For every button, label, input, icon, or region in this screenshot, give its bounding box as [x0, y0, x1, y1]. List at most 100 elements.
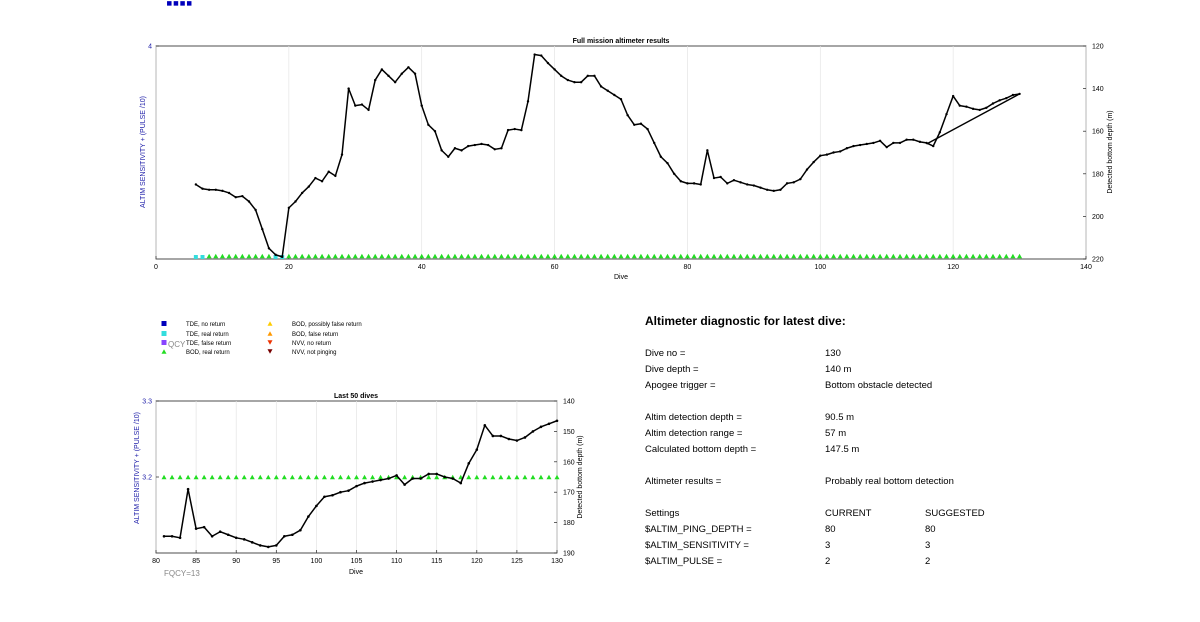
top-bod-real-marker-63: [638, 253, 644, 259]
top-bod-real-marker-36: [459, 253, 465, 259]
top-bod-real-marker-29: [412, 253, 418, 259]
top-depth-point-103: [878, 139, 882, 142]
top-bod-real-marker-30: [419, 253, 425, 259]
top-depth-point-64: [619, 98, 623, 101]
bot-bod-real-marker-13: [265, 474, 271, 480]
top-bod-real-marker-101: [890, 253, 896, 259]
top-tde-real-marker-1: [200, 255, 205, 259]
top-bod-real-marker-108: [937, 253, 943, 259]
top-bod-real-marker-70: [684, 253, 690, 259]
top-chart-ylabel: ALTIM SENSITIVITY + (PULSE /10): [140, 96, 147, 208]
legend-label-2: TDE, real return: [186, 332, 229, 338]
top-depth-point-113: [945, 112, 948, 116]
last-50-dives-chart: 80 85 90 95 100 105 110 115 120 125 130 1401501601…: [134, 393, 584, 576]
top-depth-point-46: [500, 147, 503, 150]
top-depth-point-70: [659, 155, 663, 158]
top-depth-point-57: [573, 81, 576, 84]
bottom-chart-xlabel: Dive: [349, 569, 363, 576]
top-bod-real-marker-80: [751, 253, 757, 259]
top-depth-point-104: [885, 145, 888, 149]
top-depth-point-10: [261, 227, 264, 231]
top-bod-real-marker-84: [777, 253, 783, 259]
top-depth-point-50: [526, 100, 530, 103]
top-bod-real-marker-90: [817, 253, 823, 259]
top-depth-point-59: [586, 74, 589, 78]
top-depth-point-92: [805, 168, 809, 171]
top-bod-real-marker-116: [990, 253, 996, 259]
top-bod-real-marker-58: [605, 253, 611, 259]
top-depth-point-112: [938, 131, 942, 134]
top-depth-point-83: [746, 183, 749, 186]
top-bod-real-marker-38: [472, 253, 478, 259]
top-depth-point-65: [626, 114, 629, 117]
bottom-chart-depth-line: [162, 419, 559, 549]
top-ytick-label-0: 4: [148, 44, 152, 51]
top-depth-point-114: [951, 94, 955, 98]
top-bod-real-marker-106: [924, 253, 930, 259]
legend-label-3: BOD, false return: [292, 332, 338, 338]
top-depth-point-6: [234, 196, 237, 199]
bot-bod-real-marker-22: [337, 474, 343, 480]
legend-marker-7: [267, 349, 273, 354]
bot-bod-real-marker-34: [434, 474, 440, 480]
setting-pulse-suggested: 2: [925, 556, 931, 567]
top-bod-real-marker-115: [983, 253, 989, 259]
setting-pulse-current: 2: [825, 556, 831, 567]
bot-depth-point-24: [355, 484, 358, 488]
diag-altimeter-results-label: Altimeter results =: [645, 476, 722, 487]
top-bod-real-marker-41: [492, 253, 498, 259]
bot-bod-real-marker-41: [490, 474, 496, 480]
bot-bod-real-marker-38: [466, 474, 472, 480]
top-bod-real-marker-11: [293, 253, 298, 259]
top-bod-real-marker-50: [552, 253, 558, 259]
bot-bod-real-marker-43: [506, 474, 512, 480]
top-depth-point-106: [898, 141, 902, 145]
top-depth-point-14: [287, 206, 291, 210]
top-xtick-label-2: 40: [418, 264, 426, 271]
top-depth-point-84: [752, 184, 756, 187]
bot-bod-real-marker-30: [402, 474, 408, 480]
top-bod-real-marker-119: [1010, 253, 1016, 259]
top-depth-point-77: [706, 149, 709, 152]
top-depth-point-97: [839, 150, 842, 153]
top-bod-real-marker-99: [877, 253, 883, 259]
top-depth-point-87: [772, 189, 775, 193]
top-bod-real-marker-15: [319, 253, 325, 259]
top-bod-real-marker-54: [578, 253, 584, 259]
top-xtick-label-6: 120: [947, 264, 959, 271]
top-y2tick-label-3: 180: [1092, 171, 1104, 178]
top-depth-point-18: [314, 176, 317, 180]
top-depth-point-68: [646, 127, 649, 131]
top-xtick-label-1: 20: [285, 264, 293, 271]
bot-depth-point-49: [555, 419, 559, 423]
bot-bod-real-marker-17: [297, 474, 303, 480]
bot-bod-real-marker-47: [538, 474, 544, 480]
bot-y2tick-label-4: 180: [563, 520, 575, 527]
bottom-chart-ylabel: ALTIM SENSITIVITY + (PULSE /10): [134, 412, 141, 524]
legend-overlay-text: QCY: [168, 340, 186, 349]
top-depth-point-79: [719, 175, 722, 179]
top-bod-real-marker-16: [326, 253, 332, 259]
bot-bod-real-marker-40: [482, 474, 488, 480]
top-bod-real-marker-83: [771, 253, 777, 259]
top-depth-point-48: [513, 127, 516, 131]
bot-bod-real-marker-26: [370, 474, 376, 480]
setting-pulse-label: $ALTIM_PULSE =: [645, 556, 723, 567]
bot-ytick-label-1: 3.2: [142, 475, 152, 482]
bot-bod-real-marker-8: [225, 474, 231, 480]
top-bod-real-marker-3: [226, 253, 232, 259]
setting-ping-depth-current: 80: [825, 524, 836, 535]
bot-depth-point-19: [315, 504, 318, 508]
top-bod-real-marker-71: [691, 253, 697, 259]
top-depth-point-1: [201, 187, 204, 190]
top-bod-real-marker-26: [392, 253, 398, 259]
top-bod-real-marker-48: [538, 253, 544, 259]
top-bod-real-marker-98: [870, 253, 876, 259]
top-bod-real-marker-102: [897, 253, 903, 259]
diag-altim-detection-range-label: Altim detection range =: [645, 428, 743, 439]
top-y2tick-label-0: 120: [1092, 44, 1104, 51]
top-depth-point-43: [480, 142, 483, 146]
top-depth-point-29: [387, 74, 390, 78]
diag-altimeter-results-value: Probably real bottom detection: [825, 476, 954, 487]
bot-xtick-label-4: 100: [311, 558, 323, 565]
